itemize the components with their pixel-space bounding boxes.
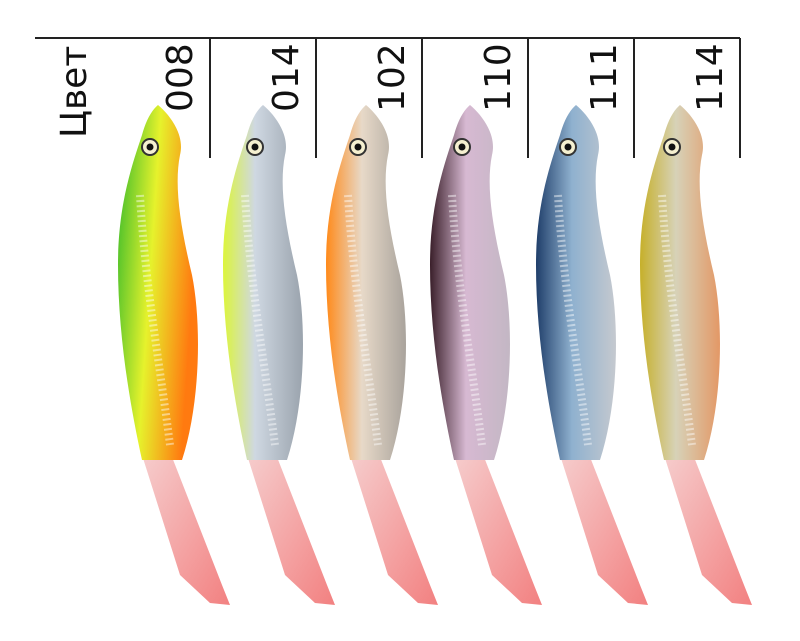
- lure: [118, 105, 230, 605]
- lure-tail: [664, 455, 752, 605]
- lure-body: [640, 105, 720, 460]
- lure: [640, 105, 752, 605]
- color-code: 008: [160, 43, 201, 112]
- lure-scales: [448, 194, 486, 446]
- color-code: 014: [266, 43, 307, 112]
- header-label: Цвет: [54, 46, 95, 138]
- color-code: 114: [690, 43, 731, 112]
- lure: [223, 105, 335, 605]
- lure-pupil: [146, 143, 154, 151]
- lure-scales: [658, 194, 696, 446]
- lure-pupil: [354, 143, 362, 151]
- lure-scales: [241, 194, 279, 446]
- lure-body: [118, 105, 198, 460]
- lure-tail: [247, 455, 335, 605]
- lure: [430, 105, 542, 605]
- lure-scales: [136, 194, 174, 446]
- lure-tail: [142, 455, 230, 605]
- lure-tail: [350, 455, 438, 605]
- lure-body: [223, 105, 303, 460]
- lure-scales: [554, 194, 592, 446]
- color-code: 102: [372, 43, 413, 112]
- lure-pupil: [668, 143, 676, 151]
- lure-body: [326, 105, 406, 460]
- lure-pupil: [458, 143, 466, 151]
- color-code: 111: [584, 43, 625, 112]
- lure-body: [536, 105, 616, 460]
- lure-tail: [454, 455, 542, 605]
- lure-pupil: [564, 143, 572, 151]
- lure-tail: [560, 455, 648, 605]
- lure-body: [430, 105, 510, 460]
- color-code: 110: [478, 43, 519, 112]
- lure: [326, 105, 438, 605]
- lure: [536, 105, 648, 605]
- lure-scales: [344, 194, 382, 446]
- lure-pupil: [251, 143, 259, 151]
- lures: [118, 105, 752, 605]
